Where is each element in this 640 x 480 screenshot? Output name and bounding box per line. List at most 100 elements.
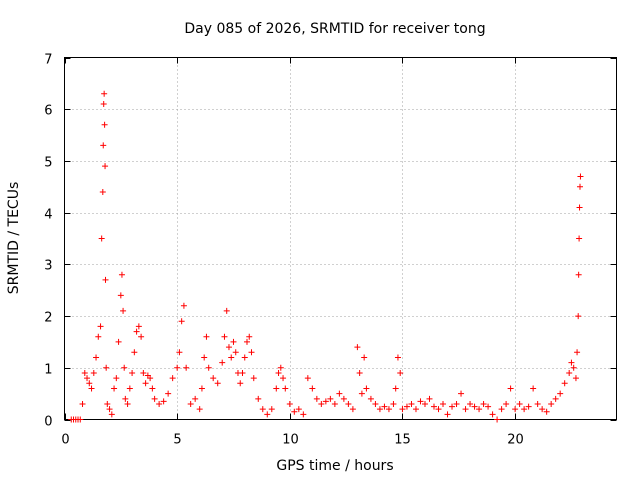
data-point xyxy=(97,323,104,330)
data-point xyxy=(93,354,100,361)
data-point xyxy=(174,364,181,371)
data-point xyxy=(248,349,255,356)
tick-labels: 0 5 10 15 20 0 1 2 3 4 5 6 7 xyxy=(44,53,524,448)
data-point xyxy=(572,375,579,382)
data-point xyxy=(102,276,109,283)
data-point xyxy=(280,375,287,382)
data-point xyxy=(210,375,217,382)
data-point xyxy=(147,375,154,382)
data-point xyxy=(361,354,368,361)
data-point xyxy=(120,307,127,314)
data-point xyxy=(444,411,451,418)
data-point xyxy=(205,364,212,371)
data-point xyxy=(576,204,583,211)
data-point xyxy=(77,416,84,423)
data-point xyxy=(230,338,237,345)
data-point xyxy=(381,403,388,410)
x-axis-label: GPS time / hours xyxy=(276,458,393,474)
data-point xyxy=(149,385,156,392)
data-point xyxy=(485,403,492,410)
data-point xyxy=(471,403,478,410)
data-point xyxy=(198,385,205,392)
data-point xyxy=(354,344,361,351)
data-point xyxy=(255,395,262,402)
data-point xyxy=(124,400,131,407)
y-tick-label: 3 xyxy=(44,259,52,274)
y-axis-label: SRMTID / TECUs xyxy=(6,182,22,295)
data-point xyxy=(196,406,203,413)
data-point xyxy=(327,395,334,402)
data-point xyxy=(142,380,149,387)
data-point xyxy=(121,364,128,371)
data-point xyxy=(273,385,280,392)
data-point xyxy=(156,400,163,407)
data-point xyxy=(108,411,115,418)
data-point xyxy=(138,333,145,340)
y-tick-label: 1 xyxy=(44,363,52,378)
chart-title: Day 085 of 2026, SRMTID for receiver ton… xyxy=(184,21,485,37)
data-point xyxy=(570,364,577,371)
data-point xyxy=(151,395,158,402)
data-point xyxy=(534,400,541,407)
data-point xyxy=(358,390,365,397)
data-point xyxy=(286,400,293,407)
data-point xyxy=(95,333,102,340)
x-tick-label: 15 xyxy=(394,433,411,448)
data-point xyxy=(494,416,501,423)
data-point xyxy=(318,400,325,407)
y-tick-label: 2 xyxy=(44,311,52,326)
data-point xyxy=(392,385,399,392)
axis-ticks xyxy=(64,57,617,421)
data-point xyxy=(530,385,537,392)
data-point xyxy=(577,183,583,190)
data-point xyxy=(221,333,228,340)
data-point xyxy=(336,390,343,397)
data-point xyxy=(90,369,97,376)
data-point xyxy=(203,333,210,340)
data-series-srmtid xyxy=(68,90,584,423)
data-point xyxy=(521,406,528,413)
data-point xyxy=(246,333,253,340)
data-point xyxy=(126,385,133,392)
data-point xyxy=(117,292,124,299)
data-point xyxy=(98,235,105,242)
data-point xyxy=(574,349,581,356)
data-point xyxy=(516,400,523,407)
data-point xyxy=(340,395,347,402)
data-point xyxy=(88,385,95,392)
data-point xyxy=(313,395,320,402)
data-point xyxy=(103,364,110,371)
data-point xyxy=(84,375,91,382)
data-point xyxy=(111,385,118,392)
data-point xyxy=(331,400,338,407)
data-point xyxy=(390,400,397,407)
data-point xyxy=(219,359,226,366)
data-point xyxy=(399,406,406,413)
data-point xyxy=(539,406,546,413)
y-tick-label: 4 xyxy=(44,208,52,223)
data-point xyxy=(250,375,257,382)
data-point xyxy=(192,395,199,402)
data-point xyxy=(223,307,230,314)
data-point xyxy=(566,369,573,376)
data-point xyxy=(79,400,86,407)
data-point xyxy=(241,354,248,361)
data-point xyxy=(498,406,505,413)
data-point xyxy=(577,173,584,180)
data-point xyxy=(100,142,107,149)
data-point xyxy=(295,406,302,413)
data-point xyxy=(426,395,433,402)
data-point xyxy=(568,359,575,366)
data-point xyxy=(300,411,307,418)
data-point xyxy=(277,364,284,371)
data-point xyxy=(440,400,447,407)
data-point xyxy=(187,400,194,407)
data-point xyxy=(467,400,474,407)
data-point xyxy=(453,400,460,407)
data-point xyxy=(476,406,483,413)
plot-frame xyxy=(64,57,617,420)
data-point xyxy=(113,375,120,382)
data-point xyxy=(576,235,583,242)
data-point xyxy=(394,354,401,361)
